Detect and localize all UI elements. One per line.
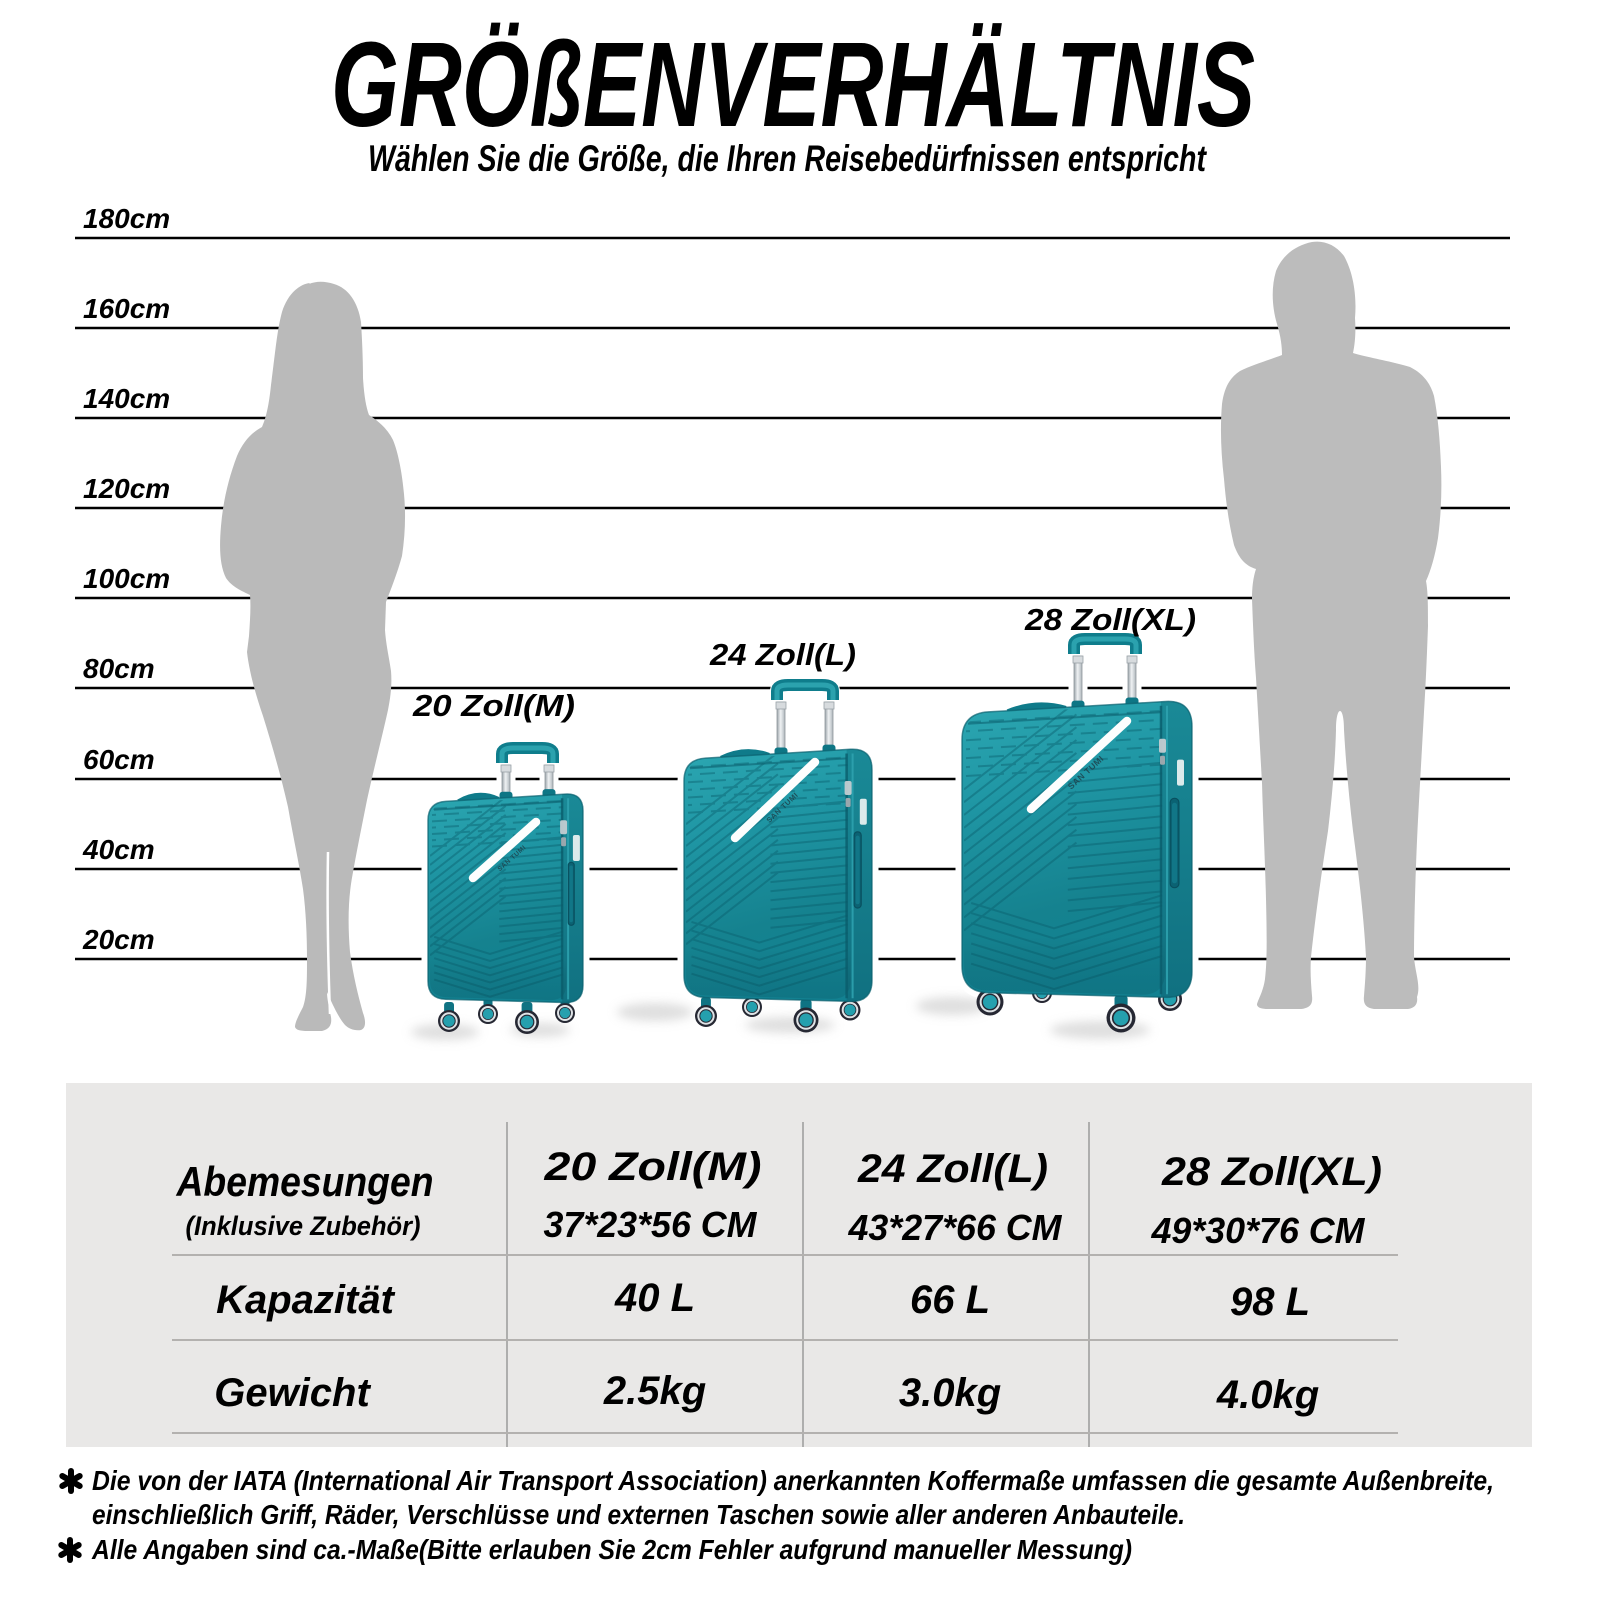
svg-text:3.0kg: 3.0kg [899, 1371, 1001, 1415]
svg-text:180cm: 180cm [83, 203, 170, 234]
svg-text:20 Zoll(M): 20 Zoll(M) [412, 688, 575, 723]
svg-text:24 Zoll(L): 24 Zoll(L) [857, 1147, 1048, 1191]
svg-text:(Inklusive Zubehör): (Inklusive Zubehör) [186, 1211, 421, 1241]
svg-text:28 Zoll(XL): 28 Zoll(XL) [1024, 602, 1196, 637]
svg-text:98 L: 98 L [1230, 1280, 1310, 1324]
svg-text:Alle Angaben sind ca.-Maße(Bit: Alle Angaben sind ca.-Maße(Bitte erlaube… [91, 1534, 1132, 1565]
svg-text:24 Zoll(L): 24 Zoll(L) [709, 637, 856, 672]
svg-text:49*30*76 CM: 49*30*76 CM [1151, 1210, 1366, 1251]
svg-text:Kapazität: Kapazität [216, 1278, 395, 1322]
svg-text:66 L: 66 L [910, 1278, 990, 1322]
svg-text:Wählen Sie die Größe, die Ihre: Wählen Sie die Größe, die Ihren Reisebed… [368, 138, 1207, 179]
svg-text:120cm: 120cm [83, 473, 170, 504]
svg-text:28 Zoll(XL): 28 Zoll(XL) [1161, 1150, 1382, 1194]
svg-text:20cm: 20cm [82, 924, 155, 955]
svg-text:4.0kg: 4.0kg [1216, 1373, 1319, 1417]
svg-text:einschließlich Griff, Räder, V: einschließlich Griff, Räder, Verschlüsse… [92, 1499, 1185, 1530]
svg-text:20 Zoll(M): 20 Zoll(M) [543, 1145, 761, 1189]
svg-text:140cm: 140cm [83, 383, 170, 414]
svg-text:Gewicht: Gewicht [214, 1371, 371, 1415]
svg-text:2.5kg: 2.5kg [603, 1369, 706, 1413]
svg-text:43*27*66 CM: 43*27*66 CM [848, 1207, 1063, 1248]
svg-text:Abemesungen: Abemesungen [176, 1158, 434, 1205]
svg-text:100cm: 100cm [83, 563, 170, 594]
svg-text:160cm: 160cm [83, 293, 170, 324]
svg-text:37*23*56 CM: 37*23*56 CM [544, 1204, 758, 1245]
svg-text:40 L: 40 L [614, 1276, 695, 1320]
svg-text:60cm: 60cm [83, 744, 155, 775]
svg-text:40cm: 40cm [82, 834, 155, 865]
svg-text:Die von der IATA (Internationa: Die von der IATA (International Air Tran… [92, 1465, 1494, 1496]
svg-text:GRÖßENVERHÄLTNIS: GRÖßENVERHÄLTNIS [331, 16, 1255, 152]
svg-text:80cm: 80cm [83, 653, 155, 684]
